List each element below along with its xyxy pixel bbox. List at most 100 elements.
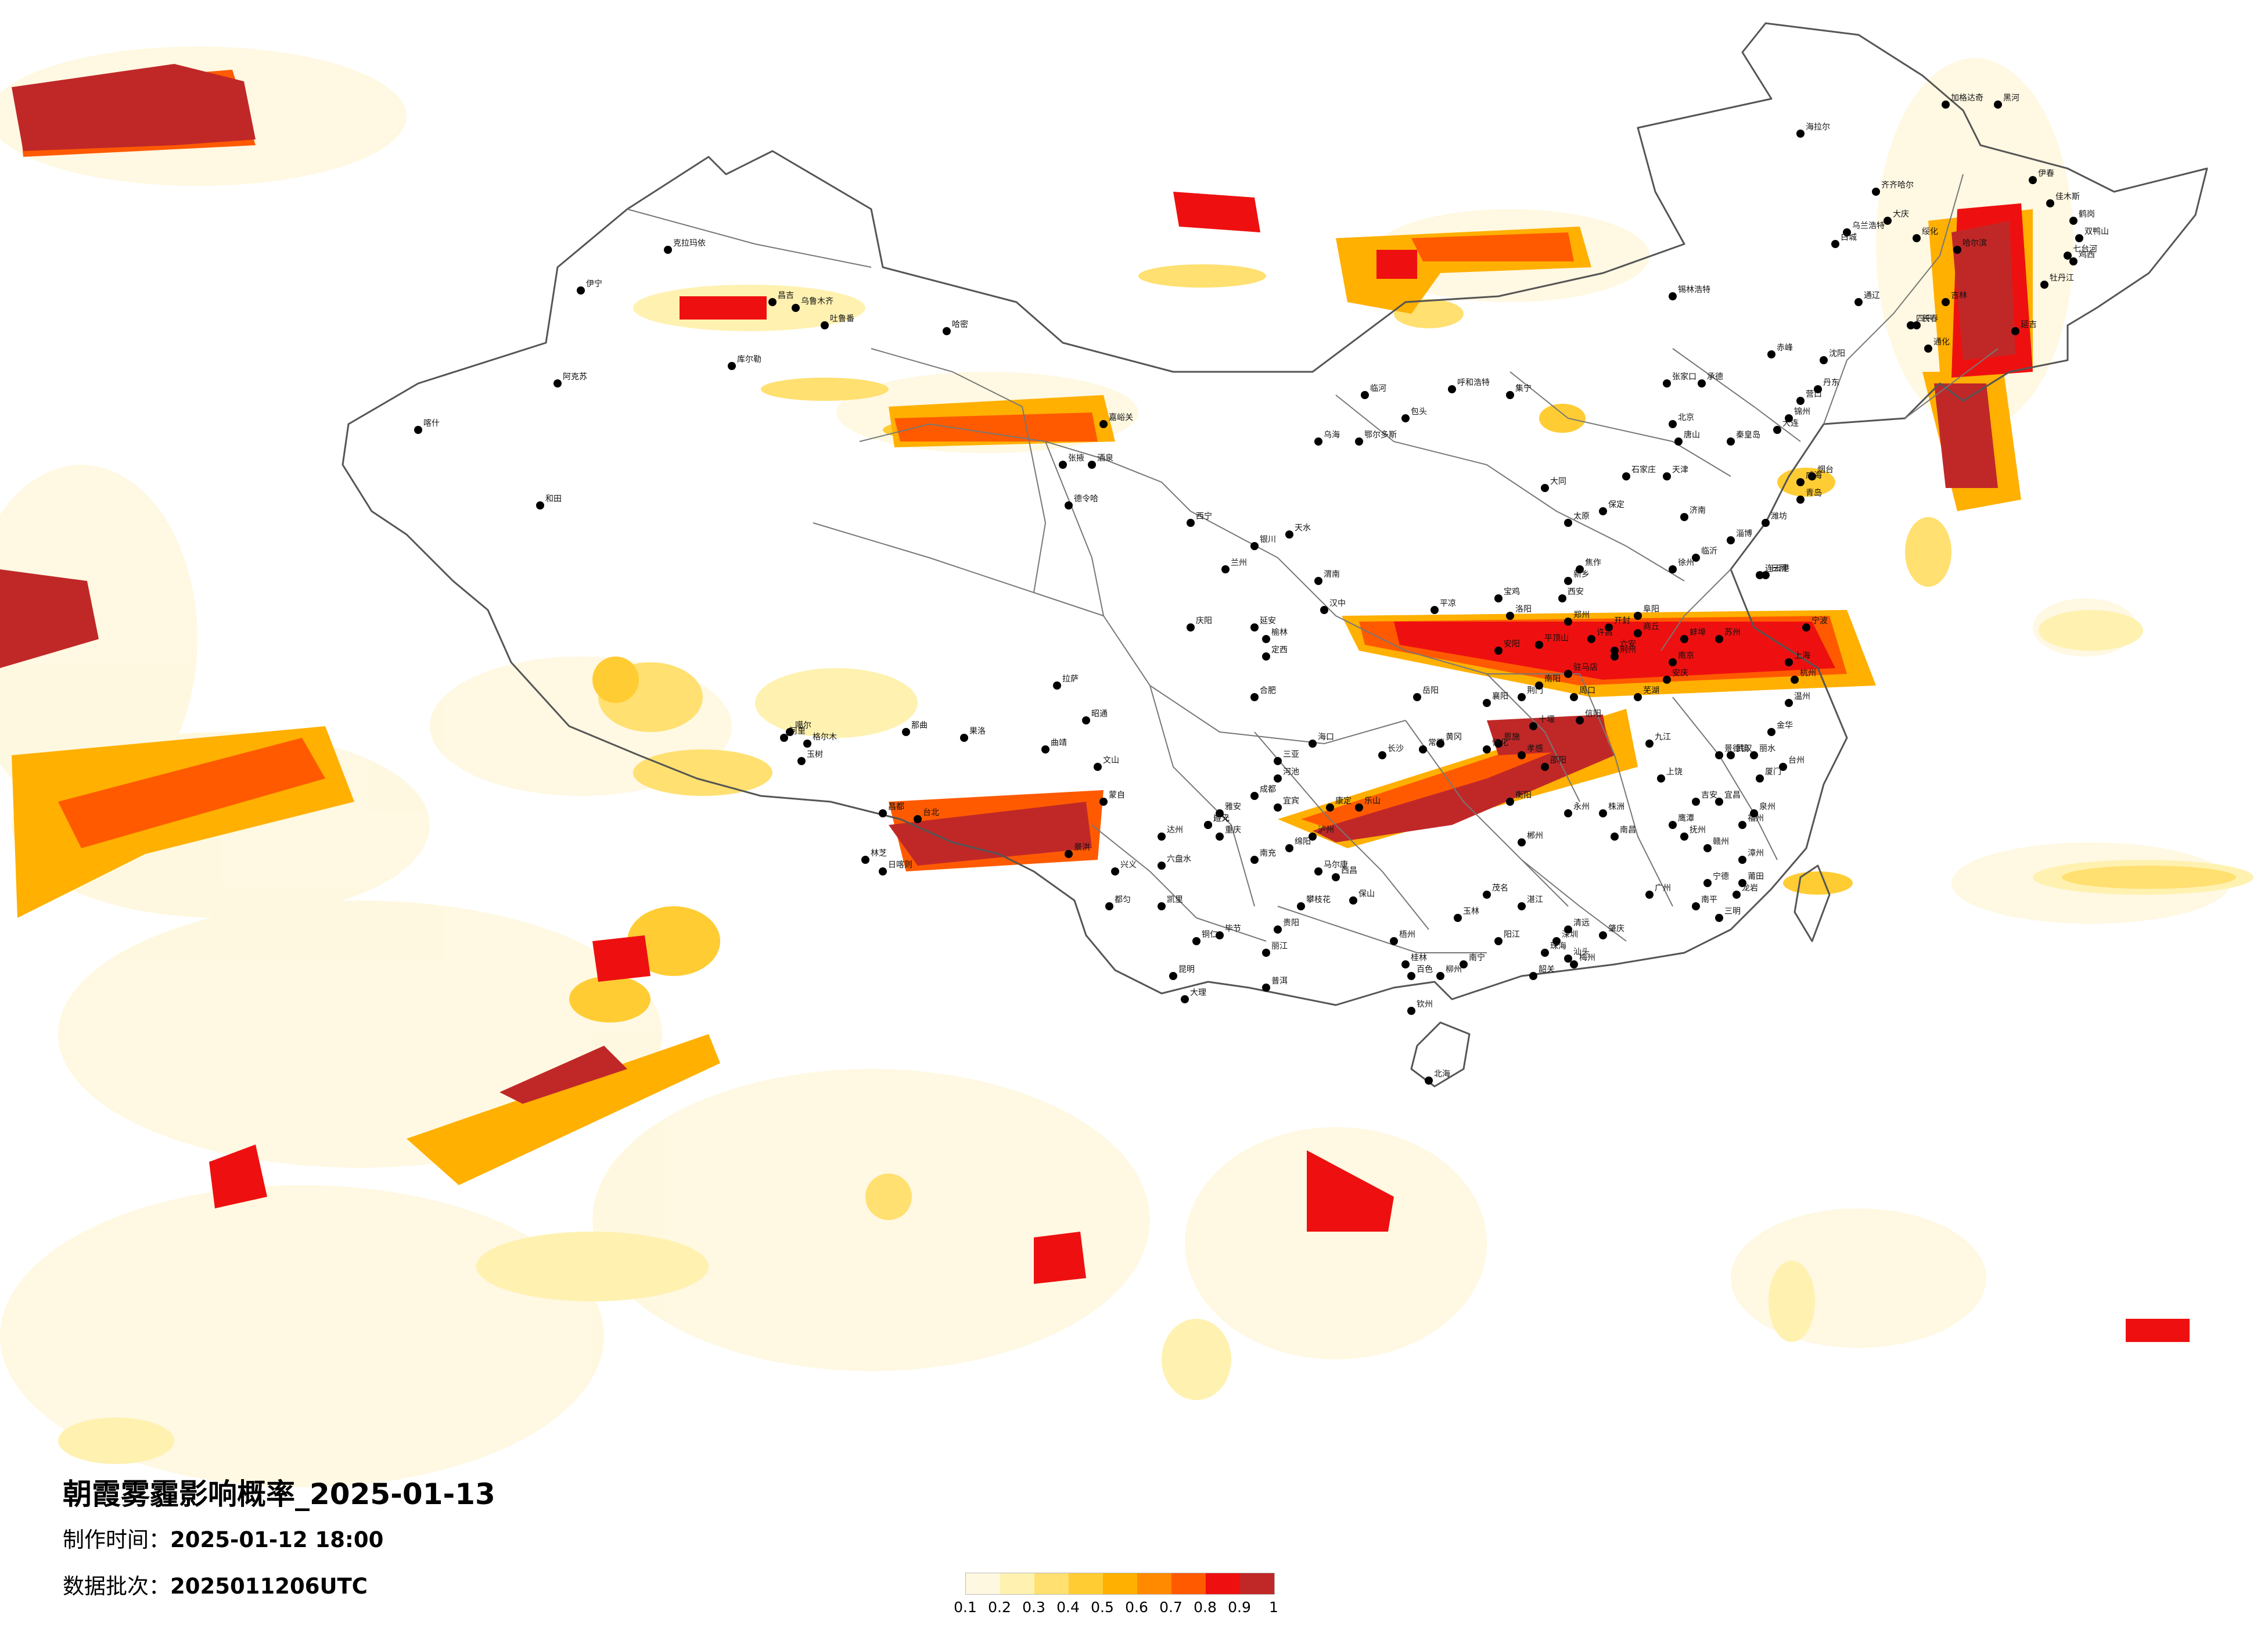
city-dot (1750, 809, 1758, 817)
city-dot (786, 728, 794, 736)
city-dot (1407, 972, 1415, 980)
made-time-value: 2025-01-12 18:00 (170, 1527, 384, 1552)
city-label: 威海 (1806, 471, 1822, 480)
city-label: 荆州 (1620, 645, 1636, 655)
city-label: 锦州 (1794, 407, 1810, 417)
city-dot (1320, 606, 1328, 614)
city-dot (1634, 629, 1642, 637)
legend-swatch (1171, 1573, 1206, 1594)
city-label: 延吉 (2021, 320, 2037, 329)
map-title: 朝霞雾霾影响概率_2025-01-13 (63, 1477, 495, 1511)
city-label: 喀什 (423, 419, 440, 428)
city-dot (1564, 519, 1572, 527)
city-label: 保定 (1608, 500, 1624, 509)
legend-tick-label: 0.7 (1159, 1599, 1182, 1616)
city-dot (1483, 699, 1491, 707)
city-label: 景洪 (1074, 843, 1090, 852)
city-dot (1332, 873, 1340, 881)
city-label: 石家庄 (1631, 465, 1656, 475)
city-label: 哈密 (952, 320, 968, 329)
city-dot (1274, 757, 1282, 765)
city-label: 淄博 (1736, 529, 1752, 539)
city-label: 莆田 (1748, 872, 1764, 881)
city-dot (1738, 821, 1746, 829)
city-dot (1518, 751, 1526, 759)
city-dot (1181, 995, 1189, 1003)
city-dot (1994, 101, 2002, 109)
city-dot (1762, 571, 1770, 579)
city-dot (1680, 635, 1688, 643)
city-label: 吐鲁番 (830, 314, 854, 324)
legend-swatch (1206, 1573, 1240, 1594)
city-label: 肇庆 (1608, 924, 1624, 934)
city-dot (1297, 902, 1305, 910)
city-dot (1105, 902, 1113, 910)
city-dot (1401, 960, 1410, 968)
city-label: 丽水 (1759, 744, 1775, 753)
city-dot (1884, 217, 1892, 225)
city-label: 平顶山 (1544, 634, 1569, 643)
city-dot (1065, 501, 1073, 509)
city-dot (1872, 188, 1880, 196)
city-label: 台州 (1788, 756, 1805, 765)
city-dot (2075, 234, 2083, 242)
city-dot (879, 867, 887, 876)
city-dot (1570, 693, 1578, 701)
city-label: 玉林 (1463, 907, 1479, 916)
city-label: 开封 (1614, 616, 1630, 626)
city-label: 昭通 (1091, 709, 1108, 719)
city-dot (1111, 867, 1119, 876)
city-dot (1158, 862, 1166, 870)
city-dot (1738, 856, 1746, 864)
city-dot (861, 856, 869, 864)
city-label: 四平 (1916, 314, 1932, 324)
city-label: 黄冈 (1446, 732, 1462, 742)
city-label: 汕头 (1573, 948, 1590, 957)
city-label: 兴义 (1120, 860, 1137, 870)
city-label: 上海 (1794, 651, 1810, 661)
city-dot (1535, 641, 1543, 649)
city-dot (1692, 554, 1700, 562)
city-label: 绥化 (1922, 227, 1938, 236)
city-dot (1518, 838, 1526, 846)
city-label: 牡丹江 (2050, 274, 2074, 283)
city-label: 永州 (1573, 802, 1590, 812)
city-label: 昌吉 (778, 291, 794, 300)
city-label: 三亚 (1283, 750, 1299, 759)
city-dot (1430, 606, 1439, 614)
city-dot (1518, 693, 1526, 701)
city-dot (1756, 774, 1764, 783)
city-dot (1564, 618, 1572, 626)
city-dot (1634, 612, 1642, 620)
city-label: 西宁 (1196, 511, 1212, 521)
city-label: 林芝 (871, 849, 887, 858)
city-dot (1552, 937, 1561, 945)
city-dot (553, 379, 562, 387)
city-label: 锡林浩特 (1678, 285, 1710, 295)
legend-swatch (1000, 1573, 1034, 1594)
city-label: 泉州 (1759, 802, 1775, 812)
city-dot (1669, 658, 1677, 666)
city-label: 昆明 (1178, 965, 1195, 974)
city-label: 柳州 (1446, 964, 1462, 974)
city-label: 六安 (1620, 640, 1636, 649)
city-label: 乌鲁木齐 (801, 297, 833, 306)
city-label: 张掖 (1068, 454, 1084, 463)
city-dot (1564, 955, 1572, 963)
city-dot (1622, 472, 1630, 480)
city-label: 兰州 (1231, 558, 1247, 568)
city-dot (1692, 902, 1700, 910)
city-label: 太原 (1573, 512, 1590, 521)
legend-tick-label: 0.4 (1056, 1599, 1080, 1616)
city-dot (1698, 379, 1706, 387)
city-label: 哈尔滨 (1963, 239, 1987, 248)
city-label: 宁波 (1811, 616, 1828, 626)
city-label: 吉安 (1701, 791, 1717, 800)
city-label: 武汉 (1736, 744, 1752, 753)
batch-label: 数据批次： (63, 1574, 170, 1599)
city-dot (1796, 496, 1805, 504)
city-label: 汉中 (1329, 599, 1346, 608)
city-label: 十堰 (1539, 715, 1555, 724)
city-label: 南京 (1678, 651, 1694, 661)
